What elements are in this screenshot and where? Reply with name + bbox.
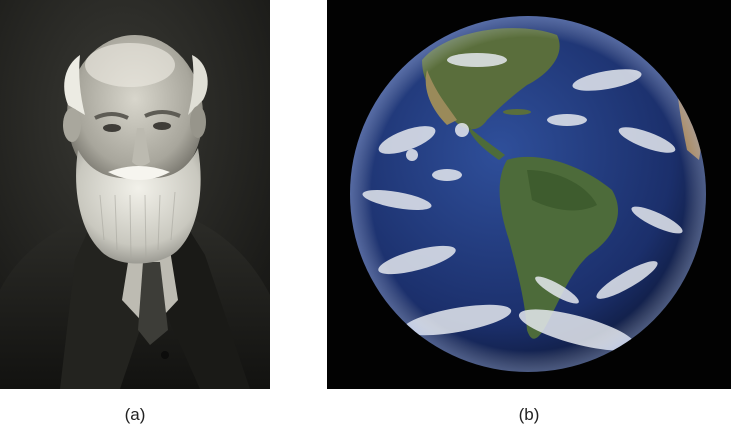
left-eyebrow xyxy=(94,112,129,120)
right-eye xyxy=(153,122,171,130)
portrait-illustration xyxy=(0,0,270,389)
left-eye xyxy=(103,124,121,132)
coat-button xyxy=(161,351,169,359)
right-eyebrow xyxy=(144,110,181,118)
nose xyxy=(132,128,150,166)
portrait-photo xyxy=(0,0,270,389)
necktie xyxy=(138,262,168,345)
beard-texture xyxy=(99,191,176,259)
left-side-hair xyxy=(64,55,85,115)
left-lapel xyxy=(60,215,150,389)
atmosphere-limb xyxy=(350,16,706,372)
bald-crown xyxy=(85,43,175,87)
caption-b: (b) xyxy=(518,405,540,424)
right-side-hair xyxy=(188,55,208,115)
moustache xyxy=(108,166,170,180)
right-lapel xyxy=(160,215,250,389)
white-beard xyxy=(76,148,201,264)
left-ear xyxy=(63,108,81,142)
earth-photo xyxy=(327,0,731,389)
earth-illustration xyxy=(327,0,731,389)
caption-a: (a) xyxy=(124,405,146,424)
right-ear xyxy=(190,106,206,138)
